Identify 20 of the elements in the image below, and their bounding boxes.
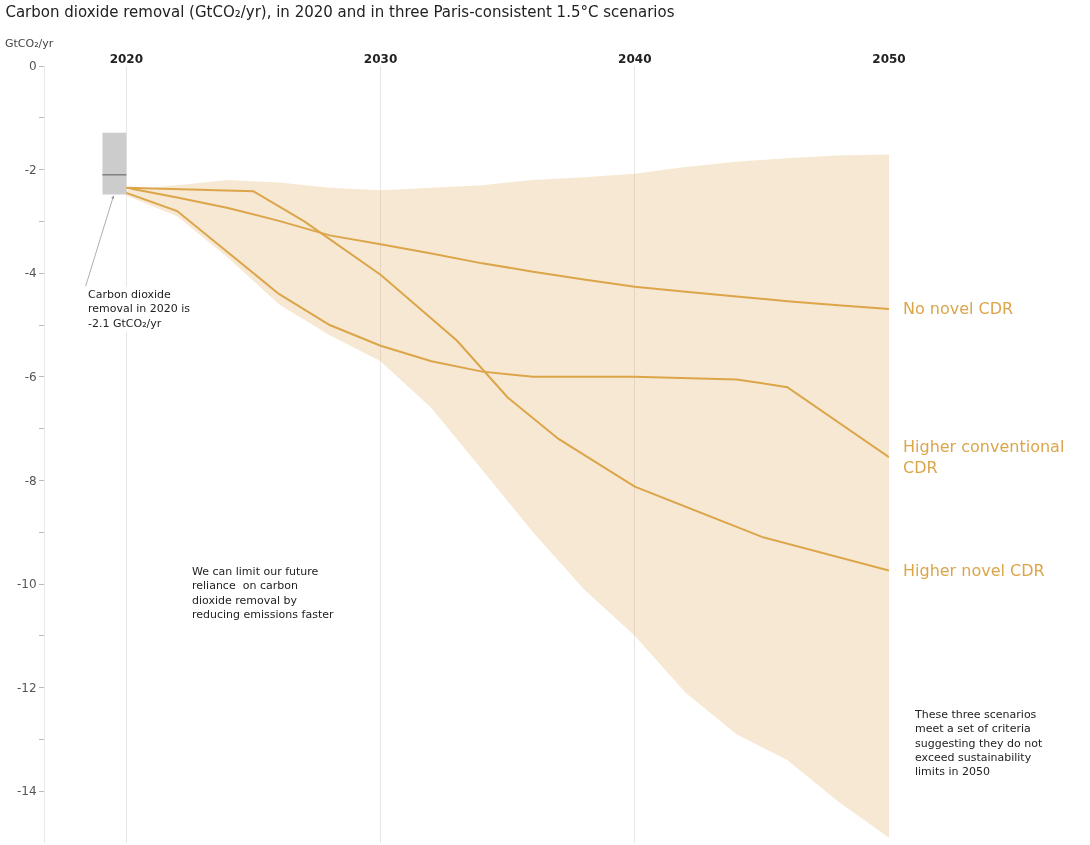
y-tick-label: -8	[24, 473, 37, 488]
x-tick-label: 2050	[872, 51, 906, 66]
series-label: No novel CDR	[903, 299, 1014, 318]
x-tick-label: 2020	[109, 51, 144, 66]
annotation: Carbon dioxide removal in 2020 is -2.1 GtCO₂/yr	[88, 288, 191, 330]
y-tick-label: -4	[24, 266, 37, 281]
chart-title: Carbon dioxide removal (GtCO₂/yr), in 2020 and in three Paris-consistent 1.5°C scenarios	[5, 3, 675, 22]
x-tick-label: 2040	[618, 51, 652, 66]
series-label: Higher conventional CDR	[903, 437, 1065, 477]
y-tick-label: -10	[16, 577, 37, 592]
series-label: Higher novel CDR	[903, 561, 1045, 580]
annotation: We can limit our future reliance on carbon dioxide removal by reducing emissions faster	[192, 565, 334, 621]
y-tick-label: -2	[24, 162, 37, 177]
y-tick-label: -6	[24, 370, 37, 384]
y-axis-title: GtCO₂/yr	[5, 37, 54, 50]
y-tick-label: 0	[28, 59, 37, 74]
x-tick-label: 2030	[363, 51, 398, 66]
y-tick-label: -14	[16, 784, 37, 799]
y-tick-label: -12	[16, 680, 37, 695]
text: These three scenarios meet a set of criteria suggesting they do not exceed sustainability limits in 2050	[914, 708, 1043, 779]
